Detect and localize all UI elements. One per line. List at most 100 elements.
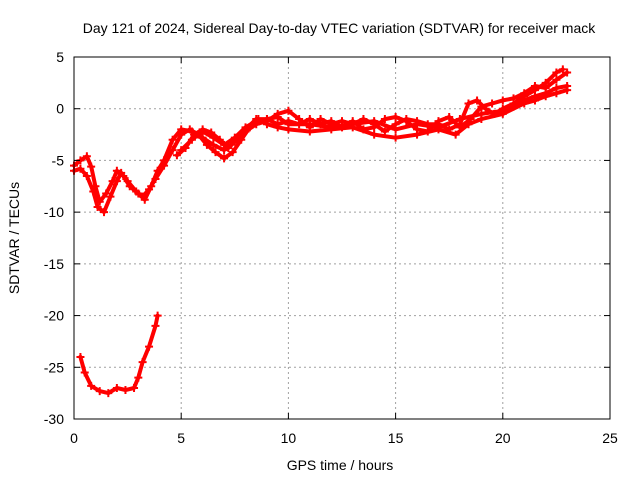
data-point [185, 125, 194, 134]
data-point [112, 177, 121, 186]
data-point [102, 189, 111, 198]
data-point [151, 175, 160, 184]
y-tick-label: 0 [56, 101, 64, 117]
series-arc-low [76, 311, 162, 398]
data-point [76, 164, 85, 173]
data-point [520, 89, 529, 98]
data-point [284, 125, 293, 134]
data-point [490, 109, 499, 118]
data-point [423, 120, 432, 129]
x-tick-label: 20 [495, 430, 511, 446]
x-tick-label: 5 [177, 430, 185, 446]
data-point [202, 140, 211, 149]
data-point [305, 123, 314, 132]
data-point [541, 84, 550, 93]
data-point [305, 115, 314, 124]
data-point [541, 92, 550, 101]
data-point [82, 152, 91, 161]
data-point [327, 117, 336, 126]
data-point [95, 387, 104, 396]
data-point [563, 86, 572, 95]
data-point [466, 115, 475, 124]
data-point [76, 352, 85, 361]
data-point [123, 177, 132, 186]
series-layer [70, 65, 572, 398]
data-point [138, 192, 147, 201]
data-point [316, 120, 325, 129]
x-tick-label: 15 [388, 430, 404, 446]
y-axis-label: SDTVAR / TECUs [6, 182, 22, 294]
data-point [284, 106, 293, 115]
data-point [413, 125, 422, 134]
data-point [434, 117, 443, 126]
data-point [380, 127, 389, 136]
plot-frame [73, 56, 611, 420]
data-point [224, 144, 233, 153]
x-tick-label: 0 [70, 430, 78, 446]
data-point [370, 130, 379, 139]
data-point [391, 120, 400, 129]
y-tick-label: -15 [44, 256, 64, 272]
data-point [552, 68, 561, 77]
data-point [455, 123, 464, 132]
y-tick-label: -30 [44, 411, 64, 427]
data-point [168, 146, 177, 155]
series-line [78, 313, 160, 396]
data-point [100, 208, 109, 217]
y-tick-label: -20 [44, 308, 64, 324]
data-point [112, 383, 121, 392]
data-point [530, 96, 539, 105]
data-point [145, 342, 154, 351]
series-arc-b [70, 86, 572, 217]
data-point [121, 386, 130, 395]
data-point [530, 81, 539, 90]
data-point [370, 123, 379, 132]
data-point [187, 135, 196, 144]
data-point [172, 151, 181, 160]
y-tick-label: -10 [44, 204, 64, 220]
data-point [451, 130, 460, 139]
data-point [87, 162, 96, 171]
series-arc-d [177, 68, 572, 155]
data-point [380, 115, 389, 124]
data-point [89, 187, 98, 196]
data-point [87, 381, 96, 390]
y-ticks: 5 0 -5 -10 -15 -20 -25 -30 [44, 49, 610, 427]
data-point [177, 130, 186, 139]
data-point [273, 109, 282, 118]
data-point [295, 120, 304, 129]
data-point [93, 202, 102, 211]
data-point [477, 115, 486, 124]
data-point [359, 125, 368, 134]
x-axis-label: GPS time / hours [287, 457, 394, 473]
data-point [228, 148, 237, 157]
data-point [498, 104, 507, 113]
data-point [153, 311, 162, 320]
data-point [273, 120, 282, 129]
grid [74, 57, 610, 419]
data-point [117, 168, 126, 177]
data-point [402, 117, 411, 126]
data-point [558, 65, 567, 74]
chart-title: Day 121 of 2024, Sidereal Day-to-day VTE… [83, 20, 596, 36]
data-point [230, 133, 239, 142]
data-point [104, 389, 113, 398]
data-point [168, 135, 177, 144]
data-point [106, 192, 115, 201]
data-point [177, 146, 186, 155]
data-point [520, 99, 529, 108]
data-point [338, 123, 346, 132]
y-tick-label: 5 [56, 49, 64, 65]
data-point [348, 117, 357, 126]
data-point [252, 117, 261, 126]
data-point [151, 321, 160, 330]
data-point [220, 140, 229, 149]
data-point [477, 102, 486, 111]
data-point [423, 127, 432, 136]
data-point [145, 185, 154, 194]
data-point [262, 115, 271, 124]
data-point [284, 117, 293, 126]
data-point [132, 187, 141, 196]
data-point [473, 96, 482, 105]
